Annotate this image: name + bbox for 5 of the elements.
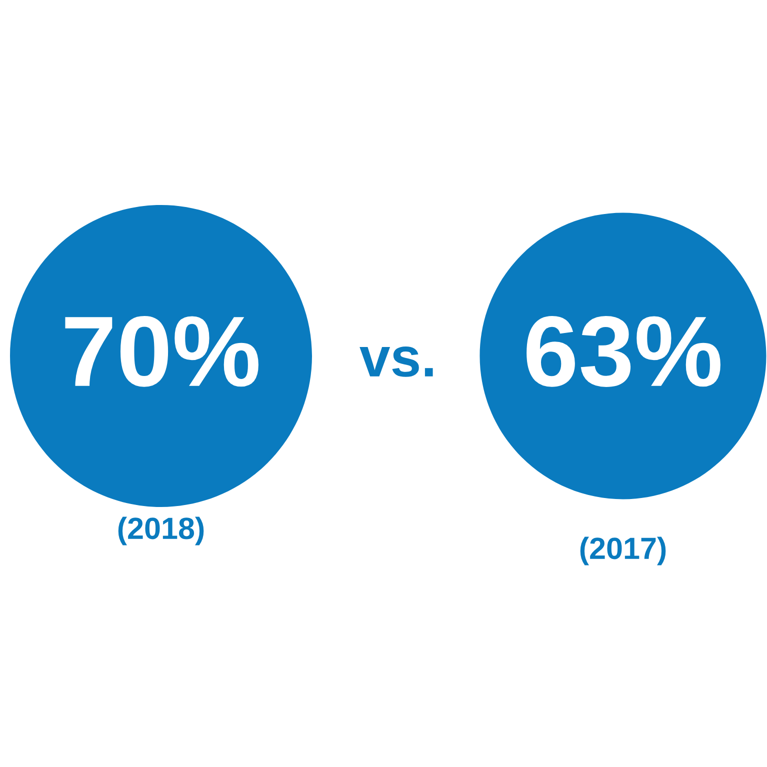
data-label: 63%	[526, 316, 720, 387]
text: vs.	[360, 346, 433, 377]
category-label: (2018)	[118, 516, 204, 546]
data-label: 70%	[65, 316, 258, 387]
category-label: (2017)	[580, 536, 666, 566]
